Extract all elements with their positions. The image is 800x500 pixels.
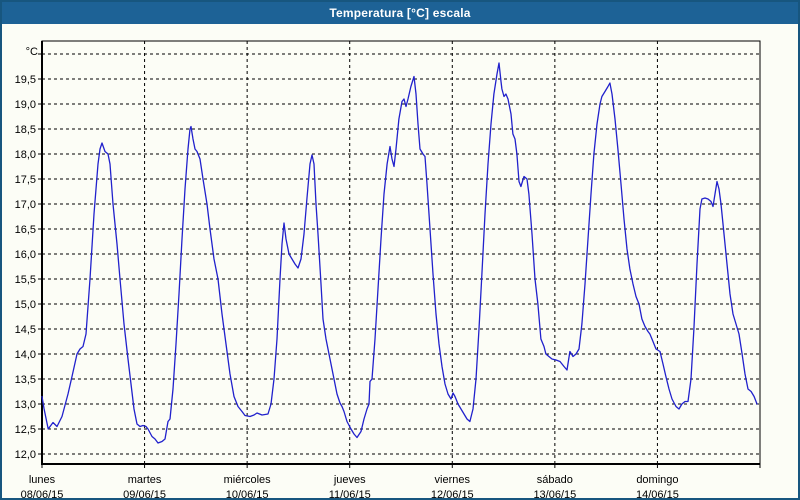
- gridlines: [42, 41, 760, 464]
- y-tick-label: 17,5: [15, 174, 36, 186]
- chart-area: 19,5 19,0 18,5 18,0 17,5 17,0 16,5 16,0 15,5 15,0…: [2, 24, 798, 498]
- temperature-chart: 19,5 19,0 18,5 18,0 17,5 17,0 16,5 16,0 15,5 15,0…: [15, 40, 761, 498]
- axis-ticks: [38, 53, 761, 468]
- y-tick-label: 16,0: [15, 249, 36, 261]
- y-tick-label: 12,0: [15, 449, 36, 461]
- y-tick-label: 18,0: [15, 149, 36, 161]
- x-day-label: miércoles: [224, 474, 272, 486]
- y-tick-label: 19,0: [15, 99, 36, 111]
- x-day-label: viernes: [435, 474, 471, 486]
- x-day-labels: lunes 08/06/15 martes 09/06/15 miércoles 10/0…: [21, 474, 679, 498]
- x-date-label: 09/06/15: [123, 489, 166, 498]
- y-tick-label: 18,5: [15, 124, 36, 136]
- y-axis-unit-label: °C: [26, 46, 38, 58]
- x-date-label: 14/06/15: [636, 489, 679, 498]
- y-tick-label: 15,5: [15, 274, 36, 286]
- y-tick-label: 15,0: [15, 299, 36, 311]
- y-tick-label: 13,0: [15, 399, 36, 411]
- title-bar[interactable]: Temperatura [°C] escala: [2, 2, 798, 24]
- x-date-label: 10/06/15: [226, 489, 269, 498]
- x-day-label: sábado: [537, 474, 573, 486]
- y-tick-label: 13,5: [15, 374, 36, 386]
- y-tick-label: 14,0: [15, 349, 36, 361]
- x-day-label: domingo: [636, 474, 678, 486]
- x-date-label: 13/06/15: [533, 489, 576, 498]
- x-day-label: martes: [128, 474, 162, 486]
- y-tick-label: 16,5: [15, 224, 36, 236]
- x-day-label: jueves: [333, 474, 366, 486]
- y-tick-label: 12,5: [15, 424, 36, 436]
- y-tick-label: 17,0: [15, 199, 36, 211]
- y-tick-label: 14,5: [15, 324, 36, 336]
- y-tick-label: 19,5: [15, 74, 36, 86]
- window-title: Temperatura [°C] escala: [329, 6, 471, 20]
- y-tick-labels: 19,5 19,0 18,5 18,0 17,5 17,0 16,5 16,0 15,5 15,0…: [15, 74, 36, 461]
- x-day-label: lunes: [29, 474, 56, 486]
- x-date-label: 12/06/15: [431, 489, 474, 498]
- temperature-line: [41, 62, 758, 444]
- x-date-label: 11/06/15: [329, 489, 371, 498]
- x-date-label: 08/06/15: [21, 489, 64, 498]
